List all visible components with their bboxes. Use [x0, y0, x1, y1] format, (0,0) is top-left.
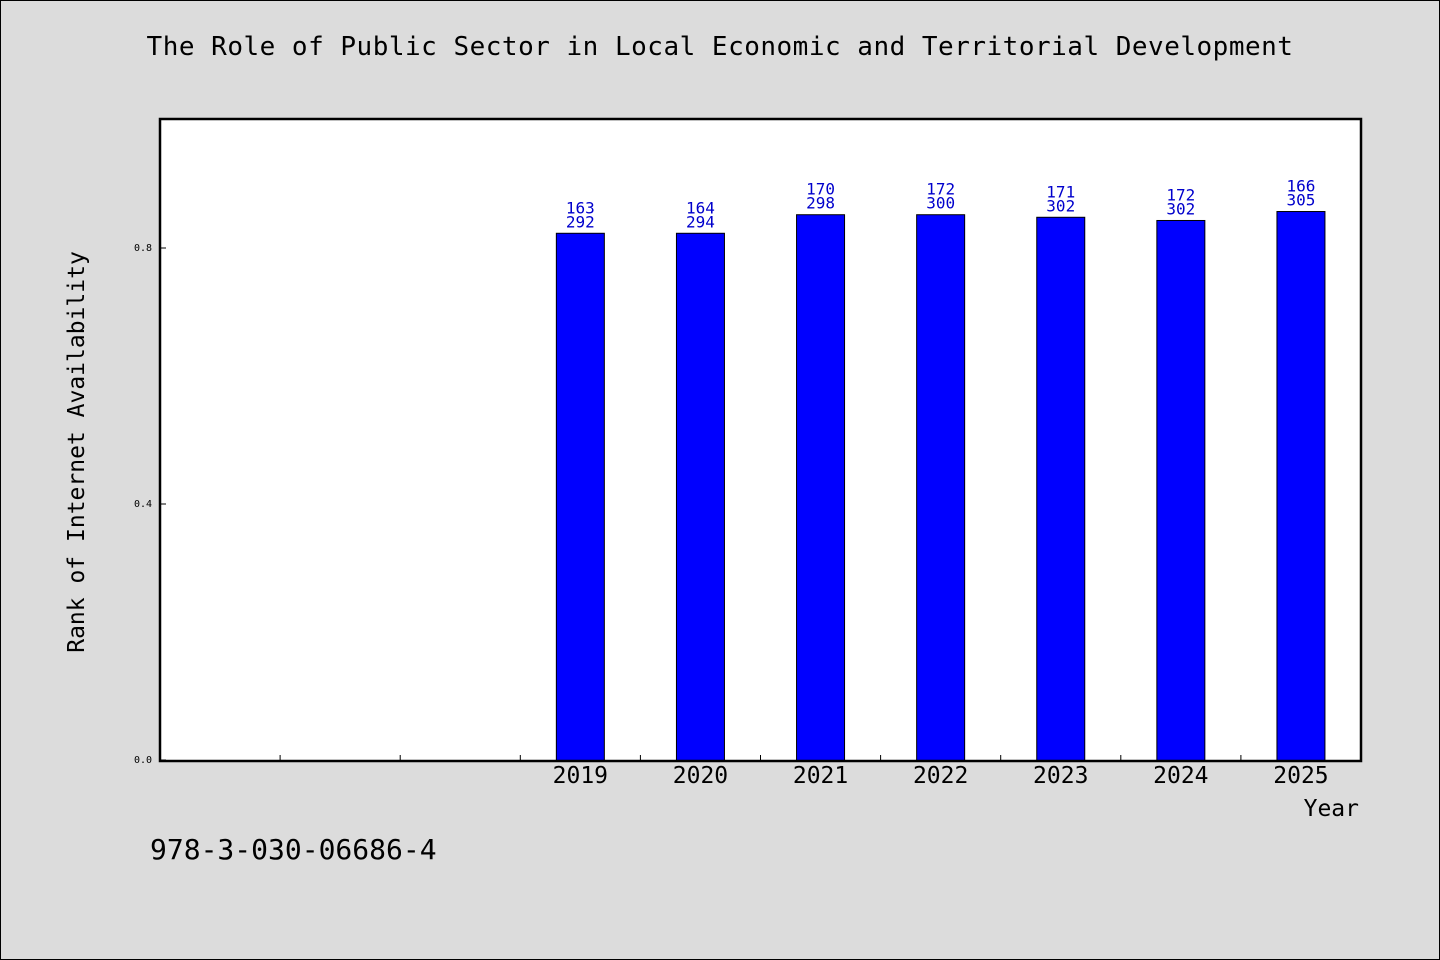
x-axis-label: Year	[1304, 796, 1359, 822]
y-tick-label-0.4: 0.4	[134, 499, 152, 510]
bar-label-top-2025: 166	[1286, 177, 1315, 196]
bar-label-top-2020: 164	[686, 198, 715, 217]
data-labels-layer: 1632921642941702981723001713021723021663…	[566, 177, 1316, 232]
bar-2022	[916, 214, 966, 762]
y-tick-label-0.0: 0.0	[134, 755, 152, 766]
bar-label-top-2023: 171	[1046, 182, 1075, 201]
bar-2023	[1036, 216, 1086, 762]
bar-label-bottom-2025: 305	[1286, 191, 1315, 210]
x-tick-label-2019: 2019	[553, 763, 608, 789]
x-tick-label-2025: 2025	[1273, 763, 1328, 789]
bar-label-bottom-2023: 302	[1046, 196, 1075, 215]
isbn-text: 978-3-030-06686-4	[150, 833, 437, 866]
bar-2024	[1156, 219, 1206, 762]
bars-layer	[555, 211, 1326, 762]
plot-frame	[158, 117, 1363, 763]
bar-2020	[675, 232, 725, 762]
bar-label-top-2021: 170	[806, 180, 835, 199]
y-tick-label-0.8: 0.8	[134, 243, 152, 254]
bar-label-bottom-2019: 292	[566, 212, 595, 231]
bar-label-bottom-2020: 294	[686, 212, 715, 231]
chart-title: The Role of Public Sector in Local Econo…	[146, 32, 1294, 62]
bar-label-bottom-2022: 300	[926, 194, 955, 213]
bar-label-top-2019: 163	[566, 198, 595, 217]
bar-2021	[796, 214, 846, 762]
x-tick-label-2021: 2021	[793, 763, 848, 789]
x-tick-label-2024: 2024	[1153, 763, 1208, 789]
bar-2025	[1276, 211, 1326, 762]
bar-2019	[555, 232, 605, 762]
bar-label-top-2022: 172	[926, 180, 955, 199]
bar-label-bottom-2024: 302	[1166, 199, 1195, 218]
x-tick-label-2022: 2022	[913, 763, 968, 789]
y-axis-label: Rank of Internet Availability	[64, 251, 90, 653]
bar-label-top-2024: 172	[1166, 185, 1195, 204]
ticks-layer: 2019 2020 2021 2022 2023 2024 2025 0.0 0.4 0.8	[134, 243, 1329, 789]
bar-label-bottom-2021: 298	[806, 194, 835, 213]
x-tick-label-2023: 2023	[1033, 763, 1088, 789]
x-tick-label-2020: 2020	[673, 763, 728, 789]
